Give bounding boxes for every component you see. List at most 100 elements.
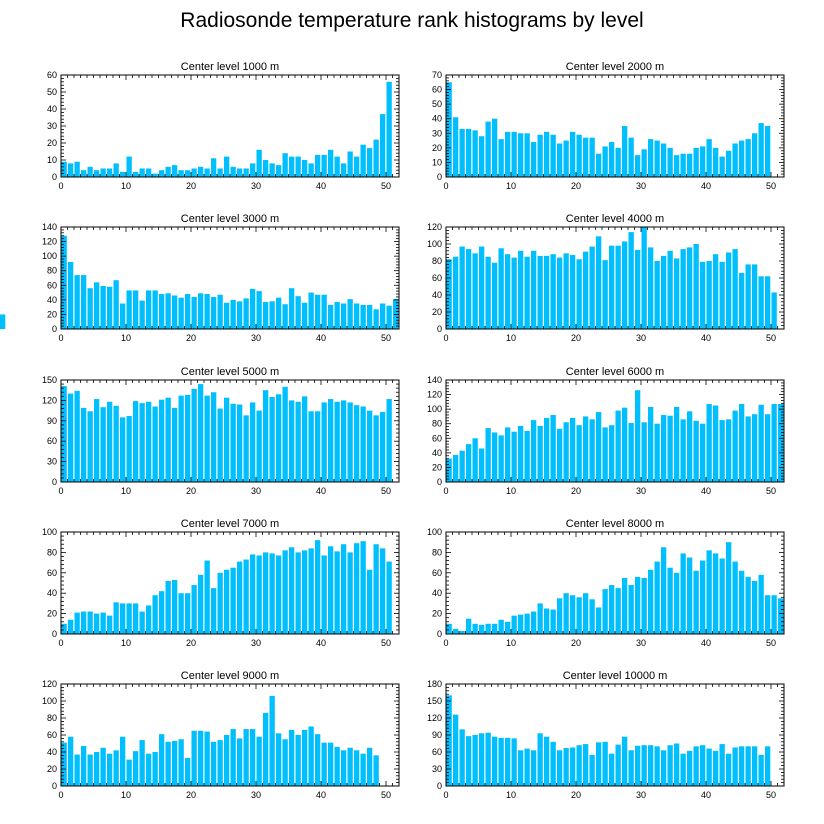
bar — [583, 744, 589, 786]
bar — [674, 406, 680, 482]
bar — [550, 414, 556, 482]
bar — [354, 303, 360, 329]
x-tick-label: 30 — [636, 790, 646, 800]
bar — [518, 425, 524, 482]
y-tick-label: 100 — [42, 251, 57, 261]
bar — [295, 156, 301, 177]
bar — [81, 170, 87, 177]
y-tick-label: 20 — [47, 764, 57, 774]
bar — [622, 407, 628, 482]
x-tick-label: 30 — [251, 486, 261, 496]
bar — [126, 603, 132, 634]
bar — [674, 258, 680, 329]
y-tick-label: 100 — [427, 404, 442, 414]
bar — [172, 407, 178, 482]
x-tick-label: 50 — [381, 638, 391, 648]
x-tick-label: 50 — [766, 333, 776, 343]
bar — [282, 386, 288, 482]
bar — [107, 401, 113, 482]
y-tick-label: 80 — [47, 547, 57, 557]
bar — [563, 140, 569, 177]
bar — [459, 630, 465, 634]
bar — [453, 714, 459, 786]
y-tick-label: 120 — [42, 395, 57, 405]
bar — [492, 118, 498, 177]
bar — [453, 256, 459, 329]
bar — [589, 754, 595, 786]
bar — [224, 569, 230, 634]
bar — [308, 726, 314, 786]
bar — [732, 561, 738, 634]
bar — [719, 744, 725, 786]
bar — [217, 294, 223, 329]
x-tick-label: 20 — [571, 638, 581, 648]
bar — [120, 417, 126, 482]
bar — [321, 154, 327, 177]
bar — [159, 591, 165, 634]
bar — [531, 420, 537, 482]
bar — [492, 432, 498, 482]
bar — [308, 548, 314, 634]
bar — [641, 577, 647, 634]
bar — [289, 729, 295, 786]
x-tick-label: 10 — [121, 638, 131, 648]
bar — [230, 403, 236, 482]
x-tick-label: 0 — [443, 638, 448, 648]
bar — [544, 131, 550, 177]
bar — [386, 399, 392, 482]
bar — [765, 126, 771, 177]
bar — [373, 139, 379, 177]
bar — [380, 411, 386, 482]
bar — [765, 595, 771, 634]
bar — [739, 570, 745, 634]
bar — [726, 150, 732, 177]
y-tick-label: 60 — [47, 730, 57, 740]
bar — [380, 303, 386, 329]
bar — [107, 168, 113, 177]
bar — [654, 261, 660, 329]
bar — [472, 253, 478, 329]
bar — [81, 275, 87, 329]
bar — [557, 598, 563, 634]
bar — [687, 153, 693, 177]
bar — [152, 173, 158, 177]
bar — [87, 754, 93, 786]
bar — [328, 304, 334, 329]
bar — [531, 250, 537, 329]
bar — [687, 247, 693, 329]
bar — [74, 612, 80, 634]
y-tick-label: 150 — [427, 696, 442, 706]
y-tick-label: 20 — [47, 138, 57, 148]
bar — [498, 435, 504, 482]
bar — [334, 156, 340, 177]
bar — [146, 168, 152, 177]
bar — [211, 392, 217, 482]
bar — [719, 156, 725, 177]
figure-title: Radiosonde temperature rank histograms b… — [180, 9, 644, 32]
x-tick-label: 0 — [58, 638, 63, 648]
panel-title: Center level 7000 m — [181, 518, 279, 530]
bar — [224, 397, 230, 482]
bar — [211, 741, 217, 786]
bar — [648, 247, 654, 329]
bar — [765, 746, 771, 786]
bar — [230, 299, 236, 329]
x-tick-label: 30 — [251, 790, 261, 800]
bar — [576, 745, 582, 786]
bar — [139, 168, 145, 177]
x-tick-label: 20 — [186, 638, 196, 648]
bar — [172, 295, 178, 329]
bar — [328, 742, 334, 786]
bar — [661, 414, 667, 482]
bar — [615, 410, 621, 482]
bar — [726, 252, 732, 329]
bar — [172, 740, 178, 786]
x-tick-label: 10 — [506, 638, 516, 648]
bar — [276, 733, 282, 786]
y-tick-label: 60 — [432, 85, 442, 95]
x-tick-label: 10 — [121, 181, 131, 191]
bar — [386, 81, 392, 177]
y-tick-label: 10 — [432, 157, 442, 167]
y-tick-label: 90 — [432, 730, 442, 740]
bar — [243, 729, 249, 786]
